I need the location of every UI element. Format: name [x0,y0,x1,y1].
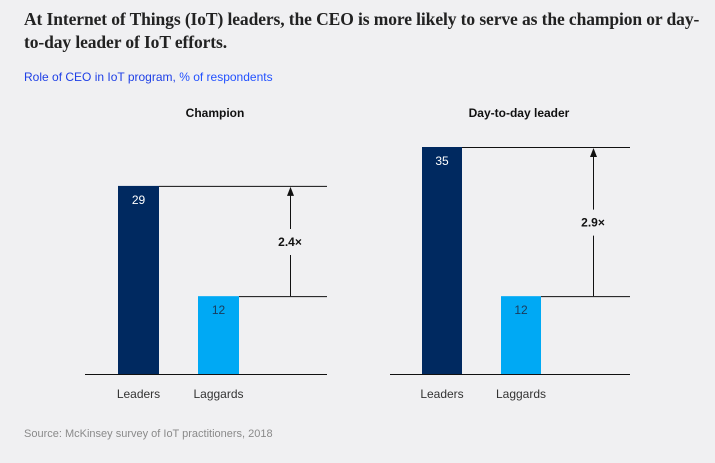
value-label: 29 [132,193,146,207]
category-label: Leaders [420,387,463,401]
value-label: 35 [435,154,449,168]
arrow-head-icon [590,148,597,157]
source-note: Source: McKinsey survey of IoT practitio… [24,428,273,440]
chart-subtitle: Role of CEO in IoT program, % of respond… [24,70,273,84]
bar-leaders [422,147,462,374]
panel-title: Day-to-day leader [469,106,570,120]
category-label: Laggards [496,387,546,401]
panel-title: Champion [186,106,245,120]
subtitle-metric: Role of CEO in IoT program, [24,70,176,84]
value-label: 12 [212,303,226,317]
category-label: Leaders [117,387,160,401]
bar-laggards [198,296,239,374]
bar-laggards [501,296,541,374]
subtitle-unit: % of respondents [179,70,273,84]
bar-leaders [118,185,159,374]
multiplier-label: 2.4× [278,235,302,249]
value-label: 12 [514,303,528,317]
arrow-head-icon [287,186,294,196]
category-label: Laggards [193,387,243,401]
headline: At Internet of Things (IoT) leaders, the… [24,9,700,52]
multiplier-label: 2.9× [581,216,605,230]
